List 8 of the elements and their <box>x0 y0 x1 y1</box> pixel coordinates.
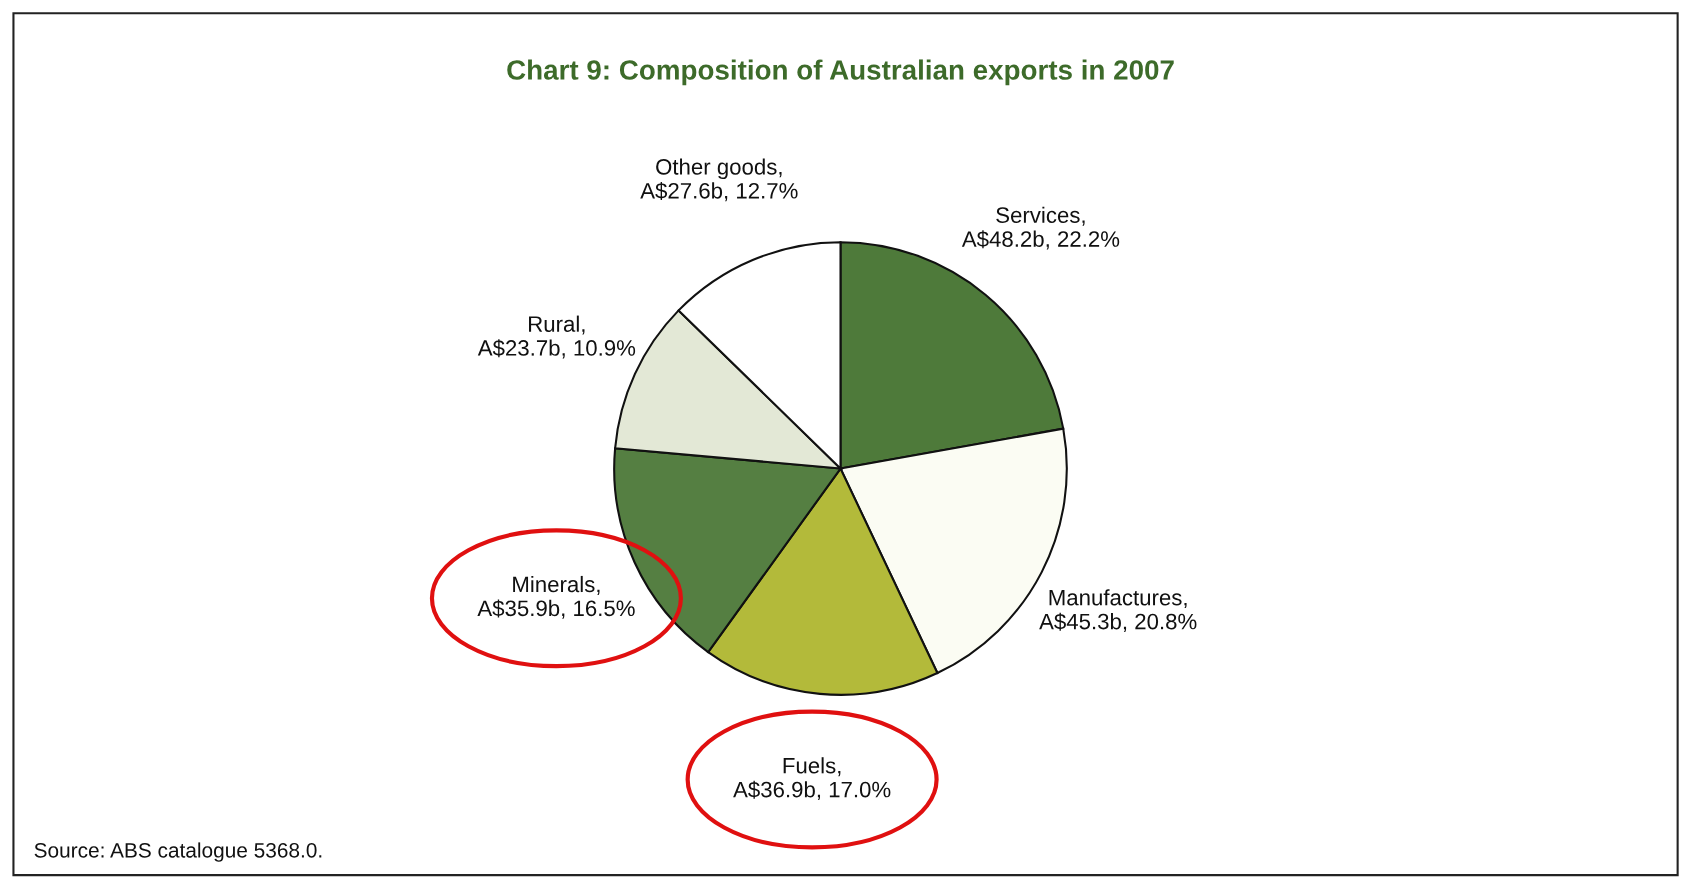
slice-label: Fuels, A$36.9b, 17.0% <box>733 757 891 801</box>
chart-title: Chart 9: Composition of Australian exports in 2007 <box>507 59 1174 86</box>
source-note: Source: ABS catalogue 5368.0. <box>34 842 322 862</box>
slice-label: Services, A$48.2b, 22.2% <box>961 206 1120 250</box>
slice-label: Other goods, A$27.6b, 12.7% <box>640 158 798 202</box>
slice-label: Manufactures, A$45.3b, 20.8% <box>1039 589 1197 633</box>
slice-label: Rural, A$23.7b, 10.9% <box>477 315 636 359</box>
slice-label: Minerals, A$35.9b, 16.5% <box>477 575 635 619</box>
